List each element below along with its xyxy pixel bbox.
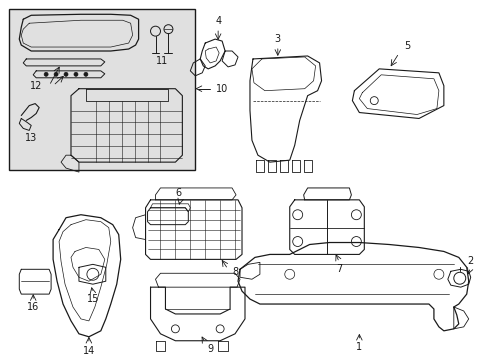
Circle shape (74, 72, 78, 76)
Circle shape (44, 72, 48, 76)
Text: 16: 16 (27, 302, 39, 312)
Text: 1: 1 (356, 342, 362, 352)
Text: 6: 6 (175, 188, 181, 198)
Text: 7: 7 (336, 264, 342, 274)
Circle shape (84, 72, 88, 76)
Text: 8: 8 (231, 267, 238, 277)
Text: 14: 14 (82, 346, 95, 356)
Text: 11: 11 (156, 56, 168, 66)
Text: 3: 3 (274, 34, 280, 44)
Text: 2: 2 (467, 256, 473, 266)
Text: 9: 9 (207, 344, 213, 354)
Text: 10: 10 (216, 84, 228, 94)
Text: 15: 15 (86, 294, 99, 304)
Bar (9, 9, 195, 170)
Text: 5: 5 (403, 41, 409, 51)
Text: 13: 13 (25, 133, 37, 143)
Circle shape (64, 72, 68, 76)
Text: 12: 12 (30, 81, 42, 91)
Text: 4: 4 (215, 16, 221, 26)
Circle shape (54, 72, 58, 76)
